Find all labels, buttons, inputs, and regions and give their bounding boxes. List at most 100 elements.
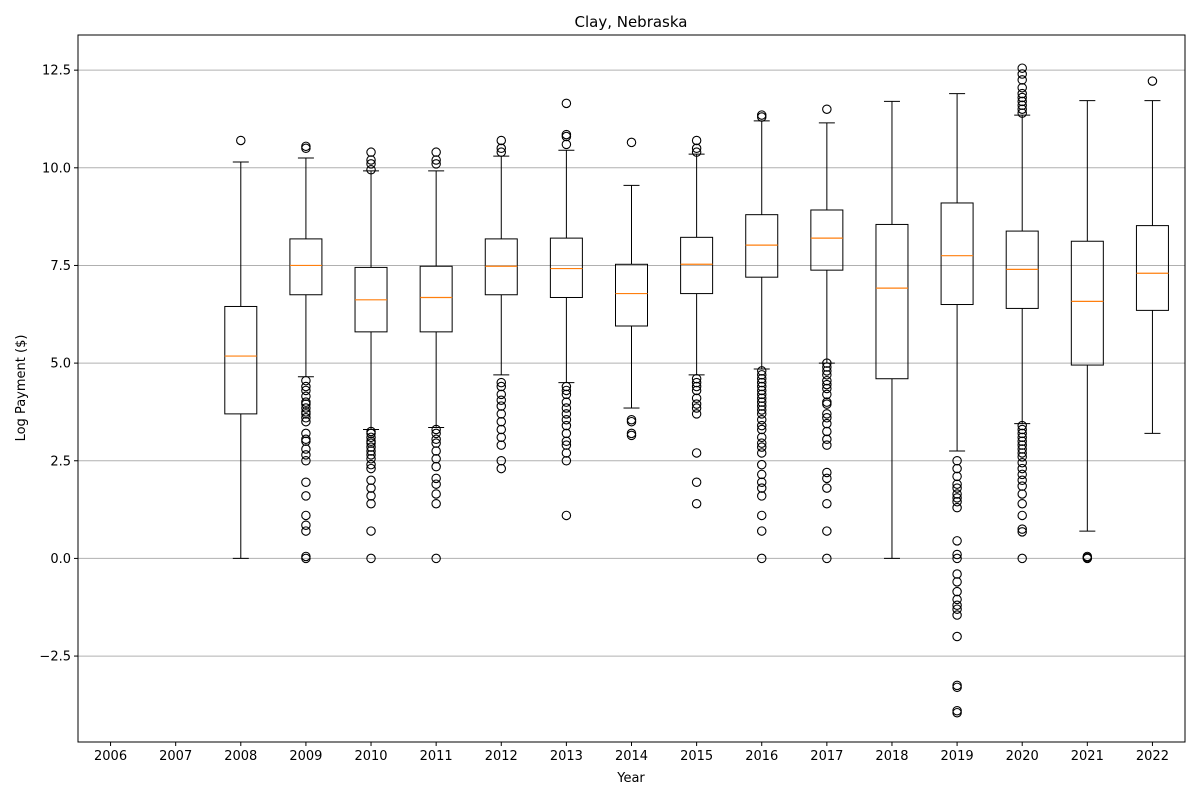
iqr-box <box>1070 240 1104 366</box>
outlier-point <box>952 682 962 693</box>
chart-title: Clay, Nebraska <box>574 13 687 31</box>
outlier-point <box>561 448 572 458</box>
y-tick-label: −2.5 <box>39 650 71 665</box>
outlier-point <box>301 399 311 409</box>
outlier-point <box>561 428 572 439</box>
outlier-point <box>822 375 832 386</box>
outlier-point <box>366 483 376 493</box>
outlier-point <box>366 553 376 564</box>
x-axis-title: Year <box>616 771 645 786</box>
box-2020 <box>1005 63 1039 564</box>
outlier-point <box>561 131 572 142</box>
outlier-point <box>301 450 311 460</box>
outlier-point <box>756 389 767 400</box>
outlier-point <box>691 135 702 146</box>
outlier-point <box>366 450 376 460</box>
outlier-point <box>756 459 767 470</box>
outlier-point <box>301 553 311 564</box>
outlier-point <box>756 442 767 452</box>
outlier-point <box>496 424 507 435</box>
outlier-point <box>952 493 962 503</box>
outlier-point <box>952 536 962 546</box>
outlier-point <box>431 498 441 509</box>
x-tick-label: 2019 <box>941 749 974 764</box>
outlier-point <box>1017 432 1027 443</box>
outlier-point <box>1017 527 1027 537</box>
outlier-point <box>496 381 507 392</box>
outlier-point <box>366 442 376 452</box>
outlier-point <box>301 385 311 396</box>
outlier-point <box>756 510 767 521</box>
iqr-box <box>745 214 779 278</box>
outlier-point <box>301 477 311 487</box>
outlier-point <box>496 440 507 450</box>
outlier-point <box>561 456 572 466</box>
outlier-point <box>822 526 832 536</box>
outlier-point <box>561 403 572 413</box>
outlier-point <box>496 401 507 411</box>
outlier-point <box>496 377 507 388</box>
outlier-point <box>756 469 767 480</box>
outlier-point <box>1017 498 1027 509</box>
outlier-point <box>952 471 962 482</box>
outlier-point <box>366 428 376 439</box>
outlier-point <box>952 463 962 474</box>
outlier-point <box>822 397 832 407</box>
outlier-point <box>756 401 767 411</box>
outlier-point <box>1017 69 1027 79</box>
outlier-point <box>366 491 376 501</box>
outlier-point <box>822 426 832 437</box>
outlier-point <box>822 379 832 390</box>
outlier-point <box>822 399 832 409</box>
iqr-box <box>810 209 844 271</box>
outlier-point <box>756 377 767 388</box>
outlier-point <box>822 362 832 372</box>
x-tick-label: 2017 <box>810 749 843 764</box>
box-2009 <box>289 141 323 564</box>
box-2018 <box>875 100 909 559</box>
outlier-point <box>1017 452 1027 462</box>
outlier-point <box>431 473 441 484</box>
iqr-box <box>875 223 909 380</box>
box-2016 <box>745 110 779 564</box>
outlier-point <box>1017 524 1027 534</box>
outlier-point <box>626 137 637 148</box>
outlier-point <box>301 510 311 521</box>
outlier-point <box>366 438 376 448</box>
outlier-point <box>626 430 637 441</box>
outlier-point <box>496 409 507 419</box>
outlier-point <box>952 586 962 597</box>
outlier-point <box>366 454 376 464</box>
outlier-point <box>496 395 507 405</box>
iqr-box <box>289 238 323 296</box>
outlier-point <box>756 448 767 458</box>
outlier-point <box>431 461 441 472</box>
outlier-point <box>756 393 767 404</box>
outlier-point <box>756 414 767 425</box>
outlier-point <box>822 383 832 394</box>
outlier-point <box>952 610 962 620</box>
outlier-point <box>1017 104 1027 114</box>
outlier-point <box>366 475 376 486</box>
outlier-point <box>756 553 767 564</box>
outlier-point <box>561 409 572 419</box>
outlier-point <box>366 155 376 165</box>
outlier-point <box>561 381 572 392</box>
outlier-point <box>756 373 767 384</box>
outlier-point <box>952 456 962 466</box>
outlier-point <box>496 143 507 154</box>
outlier-point <box>496 416 507 427</box>
y-tick-label: 2.5 <box>50 454 71 469</box>
outlier-point <box>756 420 767 431</box>
outlier-point <box>822 366 832 376</box>
outlier-point <box>822 440 832 450</box>
outlier-point <box>1017 424 1027 435</box>
outlier-point <box>1017 96 1027 107</box>
outlier-point <box>301 428 311 439</box>
iqr-box <box>680 236 714 295</box>
x-tick-label: 2010 <box>354 749 387 764</box>
outlier-point <box>301 409 311 419</box>
outlier-point <box>236 135 246 146</box>
box-2017 <box>810 104 844 564</box>
outlier-point <box>1017 489 1027 499</box>
